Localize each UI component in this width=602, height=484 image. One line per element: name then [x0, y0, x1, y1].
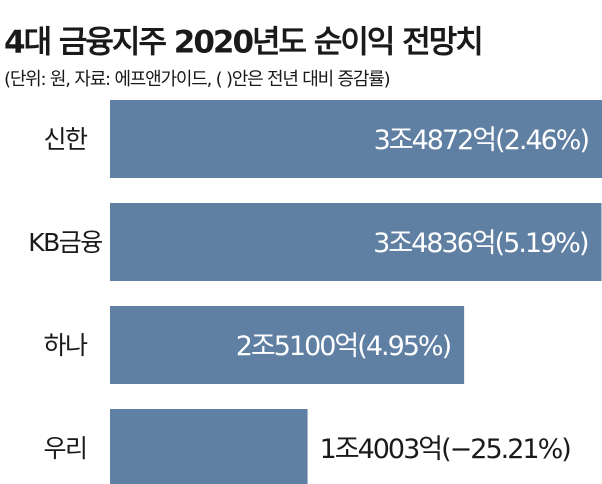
value-label-change: (4.95%) [357, 331, 450, 362]
value-label-change: (−25.21%) [441, 434, 570, 465]
value-label-amount: 3조4836억 [373, 228, 495, 259]
bar [110, 100, 602, 178]
value-label-amount: 3조4872억 [374, 125, 496, 156]
category-label: 하나 [43, 331, 88, 360]
value-label-amount: 2조5100억 [236, 331, 358, 362]
value-label: 3조4836억(5.19%) [373, 228, 588, 259]
chart-title: 4대 금융지주 2020년도 순이익 전망치 [4, 25, 482, 61]
value-label: 3조4872억(2.46%) [374, 125, 589, 156]
value-label: 1조4003억(−25.21%) [320, 434, 571, 465]
bar [110, 306, 465, 384]
category-label: 신한 [43, 125, 88, 154]
category-label: KB금융 [28, 228, 102, 257]
value-label-change: (2.46%) [495, 125, 588, 156]
chart-subtitle: (단위: 원, 자료: 에프앤가이드, ( )안은 전년 대비 증감률) [4, 69, 390, 90]
value-label-change: (5.19%) [495, 228, 588, 259]
value-label-amount: 1조4003억 [320, 434, 442, 465]
value-label: 2조5100억(4.95%) [236, 331, 451, 362]
category-label: 우리 [43, 434, 86, 463]
bar [110, 409, 308, 484]
bar [110, 203, 602, 281]
